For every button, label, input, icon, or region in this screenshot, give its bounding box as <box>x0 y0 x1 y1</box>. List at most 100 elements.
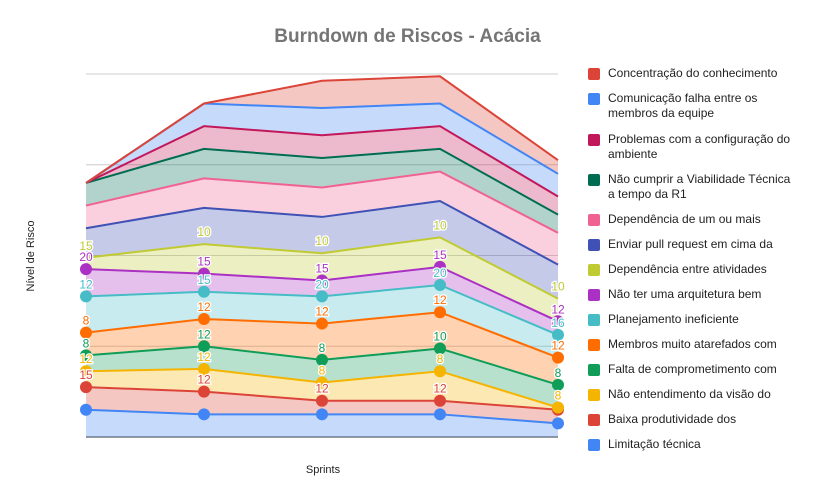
data-label: 8 <box>319 341 326 355</box>
legend-swatch <box>588 339 600 351</box>
data-label: 10 <box>315 234 329 248</box>
data-point <box>80 365 92 378</box>
legend-swatch <box>588 264 600 276</box>
series-line-10 <box>85 170 559 234</box>
legend-swatch <box>588 389 600 401</box>
data-point <box>198 267 210 280</box>
legend-item[interactable]: Problemas com a configuração do ambiente <box>588 132 798 162</box>
legend-item[interactable]: Não entendimento da visão do <box>588 387 798 402</box>
legend-item[interactable]: Planejamento ineficiente <box>588 312 798 327</box>
data-label: 12 <box>315 305 329 319</box>
data-point <box>80 403 92 416</box>
data-label: 12 <box>79 277 93 291</box>
legend-item[interactable]: Comunicação falha entre os membros da eq… <box>588 91 798 121</box>
legend-swatch <box>588 439 600 451</box>
data-point <box>552 378 564 391</box>
data-point <box>80 381 92 394</box>
legend-label: Planejamento ineficiente <box>608 312 739 326</box>
legend-item[interactable]: Baixa produtividade dos <box>588 412 798 427</box>
data-point <box>316 274 328 287</box>
data-point <box>434 365 446 378</box>
data-label: 10 <box>551 280 565 294</box>
legend-label: Membros muito atarefados com <box>608 337 777 351</box>
legend-label: Dependência entre atividades <box>608 262 767 276</box>
data-label: 15 <box>197 273 211 287</box>
area-series-13 <box>86 103 558 197</box>
data-point <box>316 376 328 389</box>
legend-label: Não cumprir a Viabilidade Técnica a temp… <box>608 172 791 201</box>
legend-swatch <box>588 68 600 80</box>
legend-label: Problemas com a configuração do ambiente <box>608 132 791 161</box>
legend-item[interactable]: Limitação técnica <box>588 437 798 452</box>
legend-label: Não entendimento da visão do <box>608 387 771 401</box>
legend-swatch <box>588 414 600 426</box>
data-label: 12 <box>433 382 447 396</box>
data-label: 8 <box>555 389 562 403</box>
series-line-9 <box>85 200 559 266</box>
area-series-11 <box>86 148 558 233</box>
data-label: 8 <box>319 364 326 378</box>
data-label: 15 <box>197 255 211 269</box>
data-label: 8 <box>83 336 90 350</box>
data-point <box>198 313 210 326</box>
data-point <box>552 401 564 414</box>
legend-label: Baixa produtividade dos <box>608 412 737 426</box>
data-point <box>434 306 446 319</box>
area-series-10 <box>86 171 558 265</box>
data-point <box>198 408 210 421</box>
data-point <box>198 385 210 398</box>
data-label: 12 <box>551 302 565 316</box>
data-label: 20 <box>315 277 329 291</box>
data-points <box>80 260 564 430</box>
data-point <box>316 353 328 366</box>
legend-swatch <box>588 214 600 226</box>
legend-item[interactable]: Enviar pull request em cima da <box>588 237 798 252</box>
data-label: 12 <box>315 382 329 396</box>
legend-item[interactable]: Falta de comprometimento com <box>588 362 798 377</box>
series-line-14 <box>85 75 559 184</box>
data-point <box>552 315 564 328</box>
data-label: 15 <box>433 248 447 262</box>
area-series-5 <box>86 312 558 385</box>
legend-label: Dependência de um ou mais <box>608 212 761 226</box>
data-label: 20 <box>433 266 447 280</box>
data-point <box>80 326 92 339</box>
data-label: 15 <box>79 239 93 253</box>
data-label: 12 <box>197 300 211 314</box>
area-series-9 <box>86 201 558 299</box>
data-label: 10 <box>433 218 447 232</box>
legend-label: Não ter uma arquitetura bem <box>608 287 762 301</box>
legend-label: Falta de comprometimento com <box>608 362 777 376</box>
chart-title: Burndown de Riscos - Acácia <box>274 26 541 47</box>
data-point <box>198 340 210 353</box>
data-point <box>80 290 92 303</box>
data-point <box>434 342 446 355</box>
legend-swatch <box>588 93 600 105</box>
data-point <box>316 317 328 330</box>
x-axis-label: Sprints <box>305 464 341 476</box>
series-line-8 <box>85 236 559 300</box>
data-point <box>316 408 328 421</box>
legend-item[interactable]: Não ter uma arquitetura bem <box>588 287 798 302</box>
legend-item[interactable]: Concentração do conhecimento <box>588 66 798 81</box>
data-label: 12 <box>79 352 93 366</box>
legend-item[interactable]: Dependência de um ou mais <box>588 212 798 227</box>
data-label: 10 <box>433 330 447 344</box>
data-label: 8 <box>83 314 90 328</box>
series-line-12 <box>85 125 559 198</box>
data-point <box>434 278 446 291</box>
data-point <box>198 362 210 375</box>
data-label: 16 <box>551 316 565 330</box>
data-point <box>80 349 92 362</box>
data-label: 8 <box>555 366 562 380</box>
data-point <box>552 351 564 364</box>
legend-swatch <box>588 134 600 146</box>
legend-item[interactable]: Membros muito atarefados com <box>588 337 798 352</box>
legend-item[interactable]: Dependência entre atividades <box>588 262 798 277</box>
data-label: 15 <box>79 368 93 382</box>
data-label: 20 <box>79 250 93 264</box>
data-label: 8 <box>437 352 444 366</box>
legend-item[interactable]: Não cumprir a Viabilidade Técnica a temp… <box>588 172 798 202</box>
